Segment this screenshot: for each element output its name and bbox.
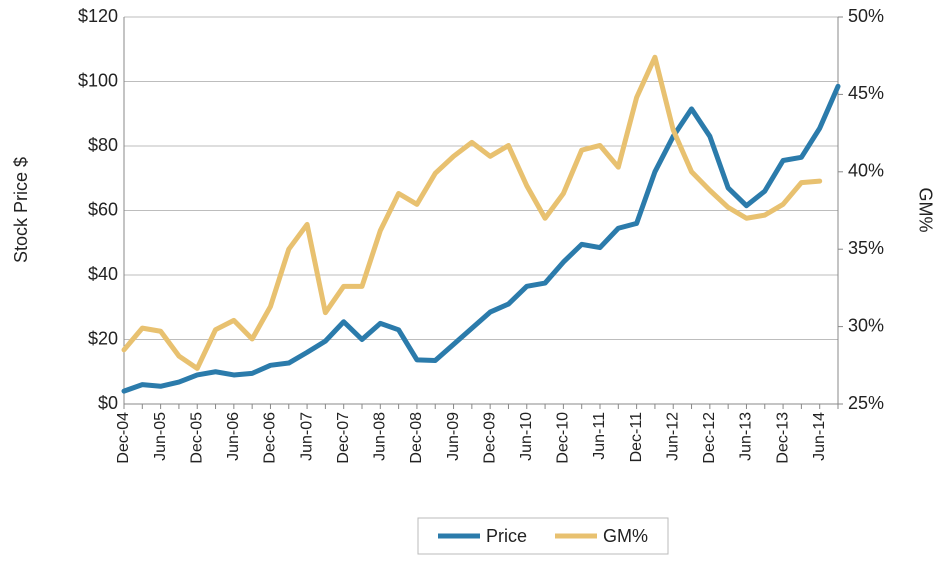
x-tick-label: Jun-14 [811,412,828,461]
legend-label: Price [486,526,527,546]
y2-tick-label: 45% [848,83,884,103]
x-tick-label: Jun-05 [152,412,169,461]
x-tick-label: Jun-12 [664,412,681,461]
x-tick-label: Jun-08 [372,412,389,461]
x-tick-label: Jun-06 [225,412,242,461]
x-tick-label: Dec-12 [701,412,718,464]
y2-tick-label: 25% [848,393,884,413]
x-tick-label: Dec-07 [335,412,352,464]
x-tick-label: Jun-13 [738,412,755,461]
line-0 [121,83,841,394]
x-tick-label: Jun-11 [591,412,608,460]
y2-tick-label: 40% [848,161,884,181]
x-tick-label: Dec-05 [188,412,205,464]
x-tick-label: Dec-08 [408,412,425,464]
y-tick-label: $40 [88,264,118,284]
x-tick-label: Dec-04 [115,412,132,464]
y2-axis-label: GM% [915,188,935,233]
y-axis-label: Stock Price $ [11,157,31,263]
x-tick-label: Dec-09 [481,412,498,464]
x-tick-label: Dec-11 [628,412,645,462]
x-tick-label: Dec-13 [774,412,791,464]
x-tick-label: Jun-07 [298,412,315,461]
line-1 [121,54,823,371]
y-tick-label: $80 [88,135,118,155]
x-tick-label: Dec-06 [262,412,279,464]
y-tick-label: $100 [78,70,118,90]
y2-tick-label: 35% [848,238,884,258]
y-tick-label: $120 [78,6,118,26]
y2-tick-label: 50% [848,6,884,26]
legend-label: GM% [603,526,648,546]
y2-tick-label: 30% [848,315,884,335]
x-tick-label: Dec-10 [555,412,572,464]
x-tick-label: Jun-10 [518,412,535,461]
y-tick-label: $20 [88,328,118,348]
y-tick-label: $0 [98,393,118,413]
x-tick-label: Jun-09 [445,412,462,461]
y-tick-label: $60 [88,199,118,219]
